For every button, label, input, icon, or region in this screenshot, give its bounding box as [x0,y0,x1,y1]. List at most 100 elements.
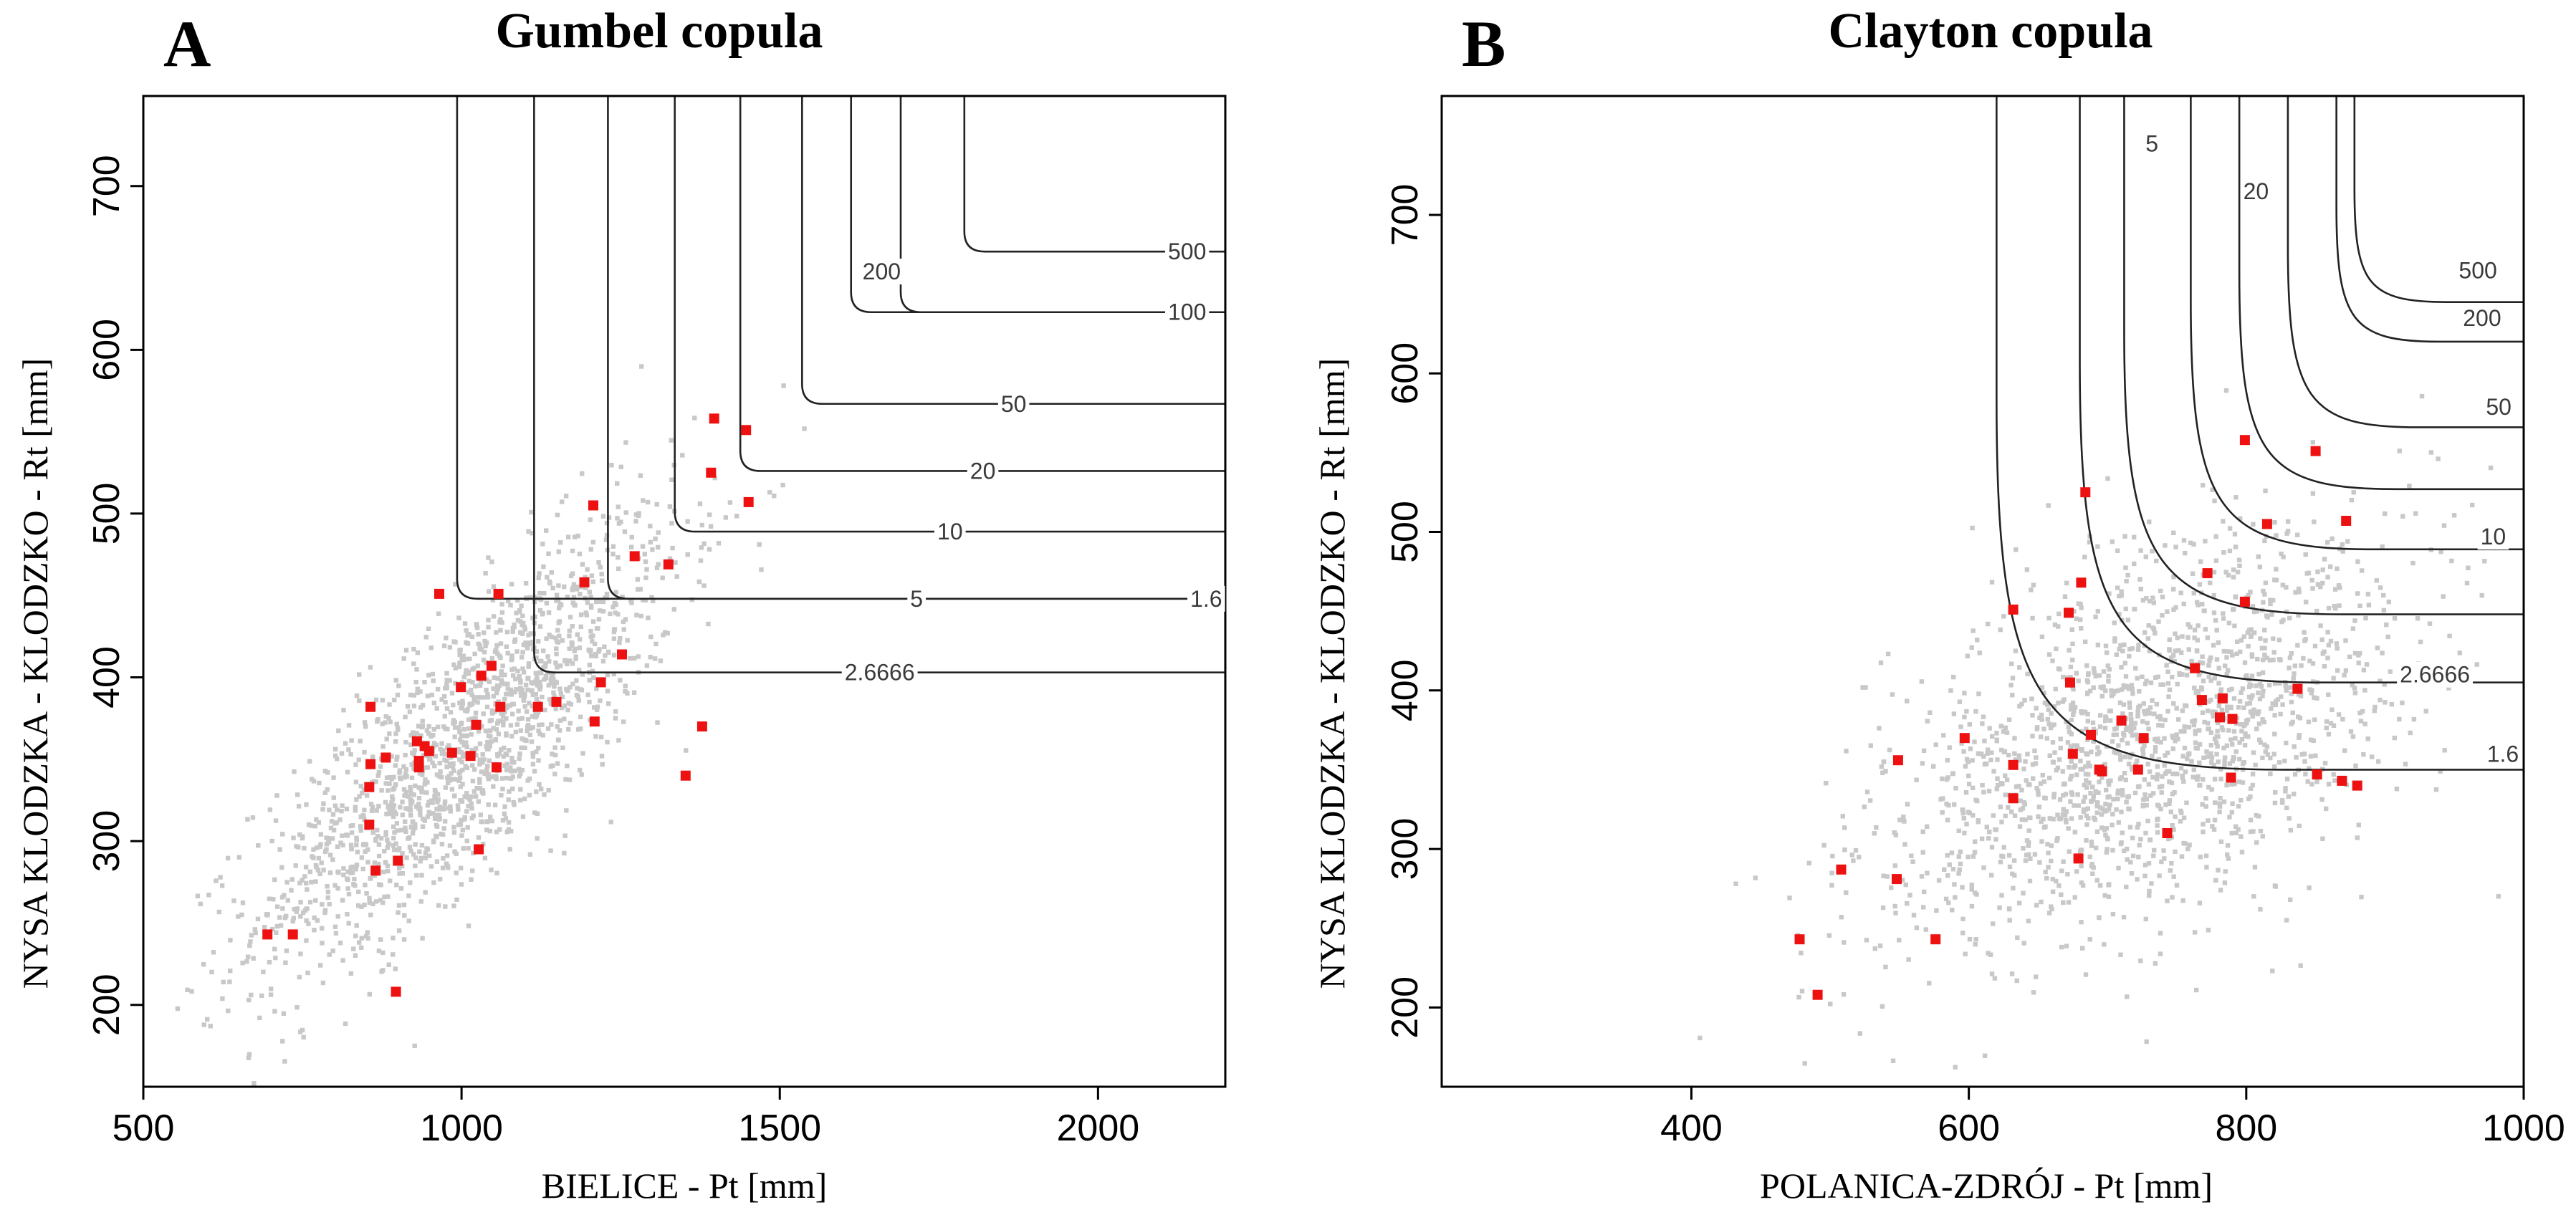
simulated-point [2374,578,2379,583]
simulated-point [578,612,584,618]
simulated-point [435,686,441,692]
observed-point [589,716,600,727]
simulated-point [2272,681,2278,686]
simulated-point [2066,724,2071,730]
simulated-point [605,688,611,693]
simulated-point [274,904,280,909]
simulated-point [444,861,449,866]
simulated-point [236,914,241,919]
simulated-point [1931,764,1936,769]
simulated-point [432,816,438,821]
simulated-point [297,880,302,885]
simulated-point [393,782,398,787]
simulated-point [2046,721,2051,726]
contour-line [2287,96,2524,428]
observed-point [2196,695,2207,706]
simulated-point [334,820,339,825]
simulated-point [458,784,463,789]
simulated-point [2175,736,2180,741]
simulated-point [2309,577,2314,583]
simulated-point [540,694,545,700]
simulated-point [2175,681,2180,687]
simulated-point [407,835,412,840]
simulated-point [341,873,346,878]
simulated-point [568,721,573,726]
simulated-point [403,752,408,758]
simulated-point [2262,653,2267,658]
simulated-point [486,802,491,807]
simulated-point [2203,804,2208,809]
simulated-point [641,597,646,602]
simulated-point [2150,549,2155,554]
x-tick-label: 500 [112,1108,175,1149]
simulated-point [298,951,303,956]
simulated-point [2160,682,2166,687]
simulated-point [2276,638,2282,643]
simulated-point [346,723,352,728]
simulated-point [1877,726,1882,731]
panel-b-observed-points [1794,435,2362,1000]
simulated-point [2086,760,2091,766]
observed-point [2312,769,2322,780]
simulated-point [2046,615,2051,621]
simulated-point [2041,690,2046,696]
simulated-point [702,541,707,547]
simulated-point [318,832,324,837]
simulated-point [595,704,600,709]
simulated-point [2045,842,2050,847]
simulated-point [2055,765,2061,770]
observed-point [2008,759,2019,770]
simulated-point [2090,720,2096,726]
simulated-point [2099,825,2105,830]
simulated-point [2158,807,2163,812]
simulated-point [2289,650,2294,656]
simulated-point [2094,878,2099,883]
simulated-point [2119,593,2124,598]
simulated-point [2213,618,2218,623]
simulated-point [2087,780,2092,785]
simulated-point [410,820,415,825]
simulated-point [2320,836,2325,841]
simulated-point [509,582,514,587]
simulated-point [499,673,504,678]
panel-a-letter: A [163,7,211,80]
simulated-point [618,519,623,524]
simulated-point [2107,591,2112,596]
simulated-point [1979,836,1985,842]
simulated-point [499,678,504,683]
simulated-point [295,1005,300,1010]
simulated-point [380,968,386,973]
simulated-point [587,699,592,705]
simulated-point [2078,815,2083,820]
simulated-point [353,953,358,958]
simulated-point [2163,753,2168,758]
simulated-point [2086,672,2091,677]
simulated-point [2031,776,2036,781]
simulated-point [220,996,225,1001]
simulated-point [2226,649,2231,654]
simulated-point [2176,648,2181,653]
simulated-point [1880,1102,1884,1107]
simulated-point [404,855,409,860]
simulated-point [403,739,408,745]
simulated-point [660,575,665,580]
simulated-point [589,653,594,658]
simulated-point [2181,601,2186,607]
simulated-point [316,820,322,825]
simulated-point [2114,652,2119,657]
simulated-point [525,717,531,722]
simulated-point [489,868,494,873]
simulated-point [206,893,211,898]
simulated-point [596,559,601,565]
simulated-point [596,617,602,622]
simulated-point [2270,969,2275,974]
simulated-point [2010,676,2016,681]
simulated-point [413,783,418,789]
simulated-point [2169,780,2175,786]
simulated-point [396,683,401,688]
simulated-point [280,906,285,911]
simulated-point [600,658,606,664]
simulated-point [365,847,370,852]
simulated-point [2080,883,2086,888]
simulated-point [553,635,558,640]
